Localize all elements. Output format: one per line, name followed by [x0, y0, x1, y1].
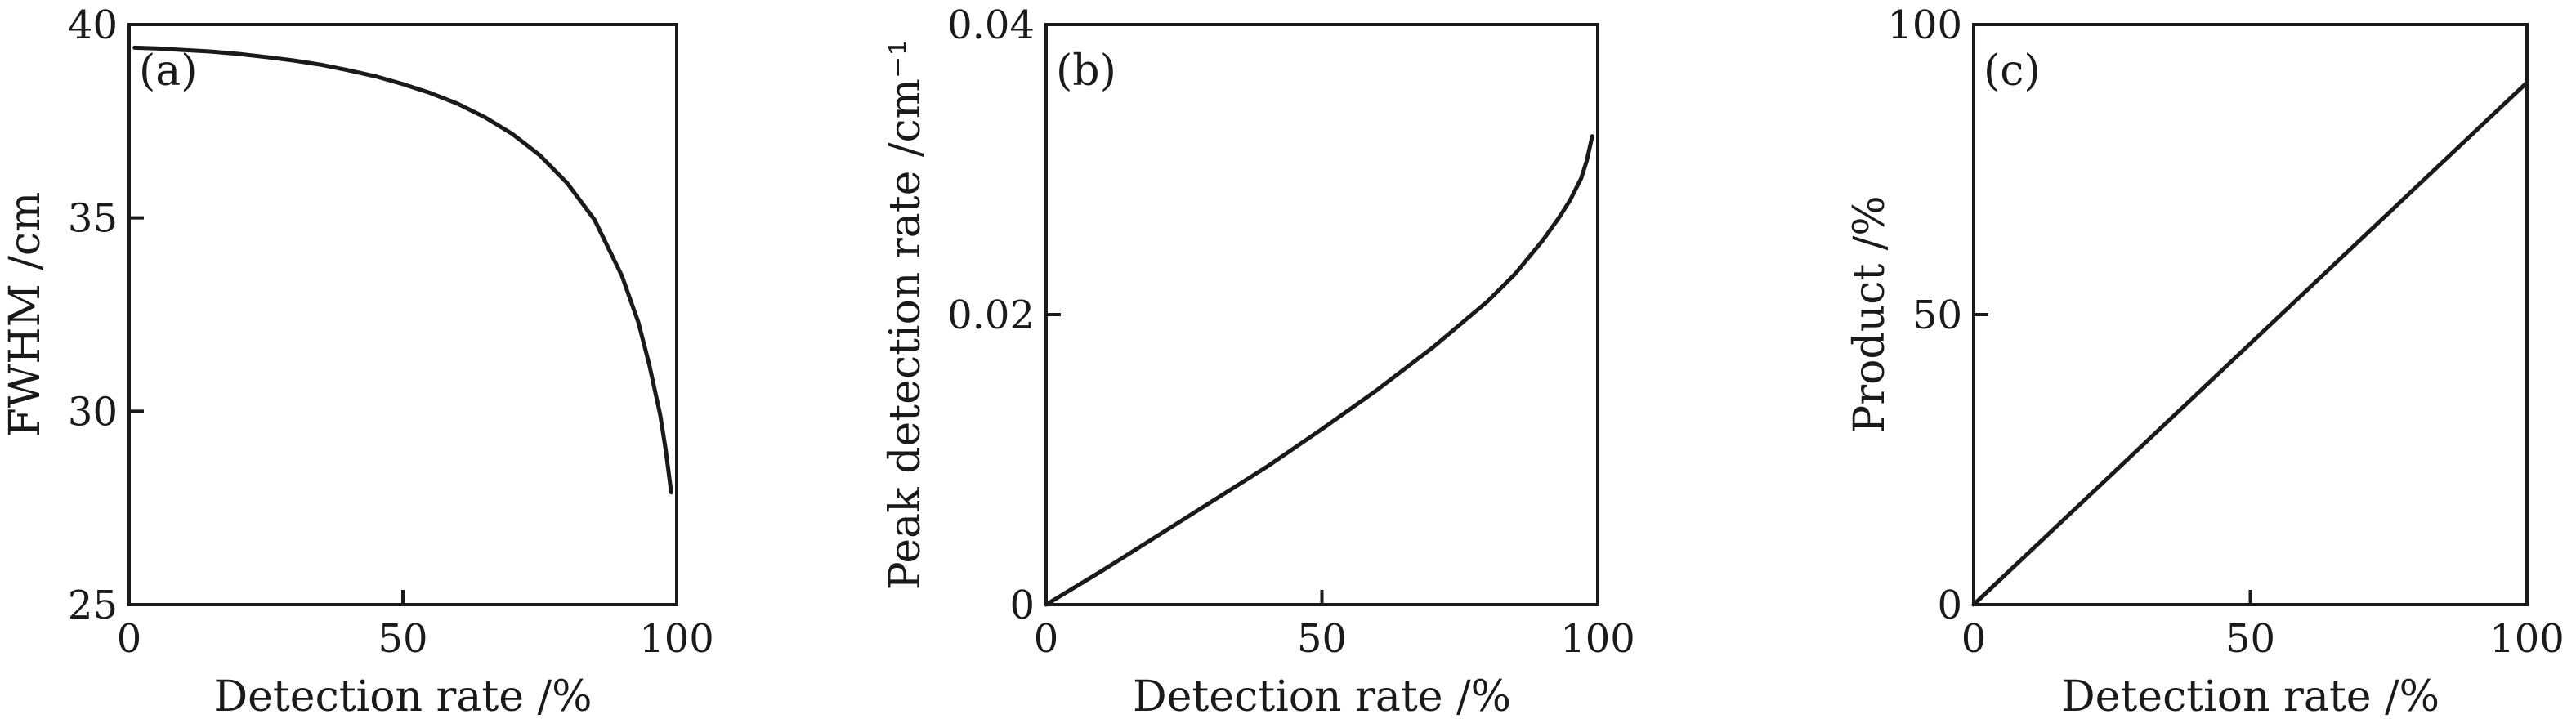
- x-tick-label: 100: [2489, 616, 2565, 662]
- y-tick-label: 0: [1009, 583, 1035, 628]
- x-tick-label: 100: [1560, 616, 1635, 662]
- chart-panel-1: 0 50 100 25 30 35 40 Detection rate /% FWHM /cm (…: [1, 2, 714, 719]
- x-tick-label: 0: [117, 616, 142, 662]
- y-tick-label: 35: [68, 196, 118, 242]
- series-line: [1971, 80, 2529, 607]
- chart-panel-3: 0 50 100 0 50 100 Detection rate /% Product /% (…: [1845, 2, 2565, 719]
- x-axis-label: Detection rate /%: [2061, 672, 2440, 719]
- x-tick-label: 50: [378, 616, 427, 662]
- plot-frame: [127, 23, 678, 606]
- series-line: [132, 45, 673, 495]
- y-tick-label: 40: [68, 2, 118, 48]
- x-tick-label: 50: [1297, 616, 1347, 662]
- x-axis-label: Detection rate /%: [1133, 672, 1511, 719]
- panel-label: (b): [1056, 47, 1116, 96]
- y-axis-label: Product /%: [1845, 195, 1894, 433]
- panel-label: (a): [139, 47, 198, 96]
- plot-frame: [1044, 23, 1599, 606]
- y-tick-label: 50: [1912, 293, 1962, 338]
- y-axis-label: FWHM /cm: [1, 192, 50, 438]
- plot-frame: [1972, 23, 2529, 606]
- y-tick-label: 0.04: [947, 2, 1035, 48]
- x-tick-label: 0: [1034, 616, 1059, 662]
- y-tick-label: 30: [68, 389, 118, 435]
- y-axis-label: Peak detection rate /cm⁻¹: [881, 39, 930, 590]
- y-tick-label: 0: [1937, 583, 1962, 628]
- y-tick-label: 25: [68, 583, 118, 628]
- y-tick-label: 100: [1887, 2, 1962, 48]
- chart-panel-2: 0 50 100 0 0.02 0.04 Detection rate /% Peak det…: [881, 2, 1635, 719]
- panel-label: (c): [1983, 47, 2041, 96]
- series-line: [1044, 134, 1594, 607]
- x-tick-label: 0: [1961, 616, 1987, 662]
- x-axis-label: Detection rate /%: [213, 672, 592, 719]
- x-tick-label: 50: [2225, 616, 2275, 662]
- y-tick-label: 0.02: [947, 293, 1035, 338]
- x-tick-label: 100: [639, 616, 714, 662]
